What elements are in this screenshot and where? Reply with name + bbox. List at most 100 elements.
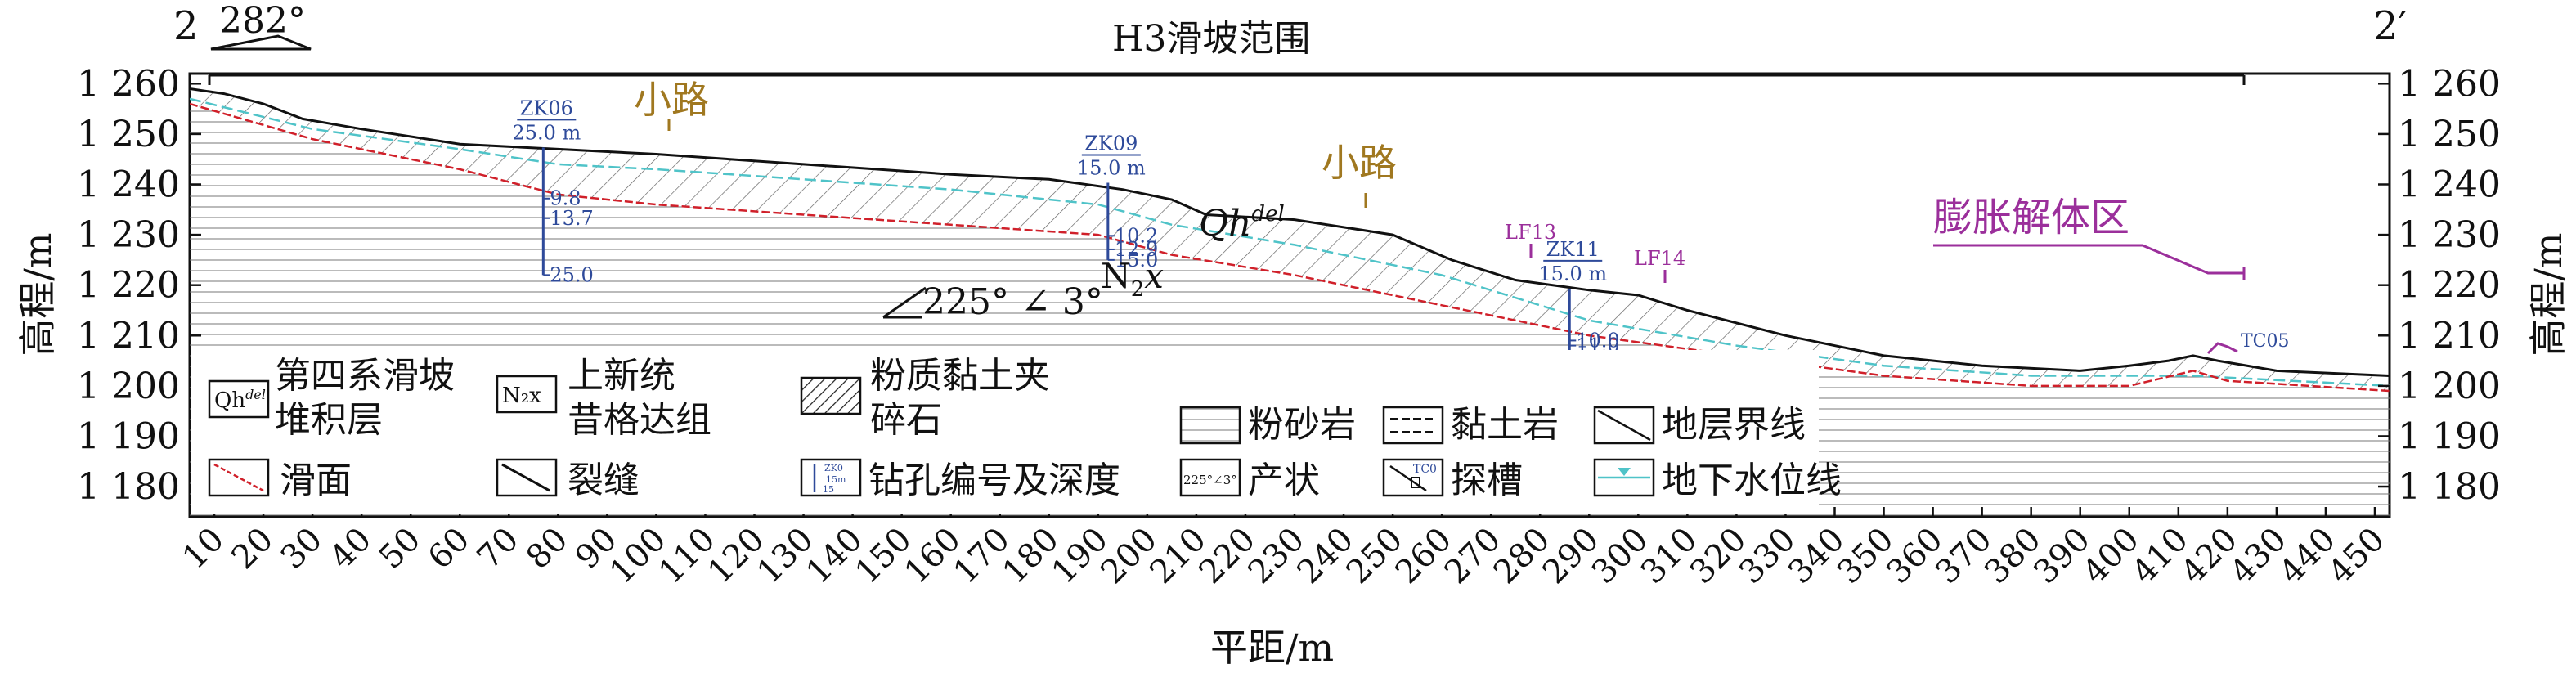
y-tick-label-l-6: 1 200	[77, 366, 180, 407]
legend-water-triangle-icon	[1618, 468, 1631, 476]
legend-water-label: 地下水位线	[1662, 460, 1842, 501]
legend-qh-swatch	[208, 379, 270, 419]
legend-siltstone-swatch	[1179, 406, 1241, 445]
legend-slip-label: 滑面	[280, 460, 352, 501]
borehole-depth-1-0: 10.2	[1115, 224, 1158, 247]
legend-fracture-label: 裂缝	[568, 460, 640, 501]
borehole-depth-2-0: 10.0	[1576, 329, 1619, 352]
legend-qh-line1: 第四系滑坡	[275, 355, 455, 397]
swelling-zone-leader	[1933, 244, 2244, 275]
legend-n2x-line1: 上新统	[568, 355, 675, 397]
range-label: H3滑坡范围	[1112, 18, 1310, 60]
road-label-2: 小路	[1322, 141, 1397, 185]
legend-trench-label: 探槽	[1451, 460, 1523, 501]
y-tick-label-l-4: 1 220	[77, 265, 180, 307]
x-tick-label-3: 40	[323, 521, 379, 577]
y-tick-label-l-0: 1 260	[77, 63, 180, 105]
legend-claystone-swatch	[1382, 406, 1444, 445]
legend-gravel-swatch	[800, 376, 862, 415]
legend-siltstone-label: 粉砂岩	[1248, 404, 1356, 446]
legend-boundary-line	[1597, 409, 1651, 442]
borehole-depth-1-1: 12.9	[1115, 238, 1158, 261]
y-tick-label-r-1: 1 250	[2398, 114, 2501, 155]
formation-n2x-label: N2x	[1101, 256, 1164, 302]
azimuth-label: 282°	[219, 0, 306, 42]
swelling-zone-label: 膨胀解体区	[1933, 195, 2129, 240]
legend: Qhdel 第四系滑坡 堆积层 N₂x 上新统 昔格达组 粉质黏土夹 碎石 粉砂…	[191, 350, 1842, 514]
tc05-trench-icon	[2206, 342, 2238, 355]
y-tick-label-l-5: 1 210	[77, 315, 180, 357]
y-tick-label-l-2: 1 240	[77, 164, 180, 206]
legend-attitude-icon: 225°∠3°	[1183, 473, 1237, 487]
y-tick-label-r-6: 1 200	[2398, 366, 2501, 407]
y-tick-label-r-0: 1 260	[2398, 63, 2501, 105]
legend-borehole-label: 钻孔编号及深度	[868, 460, 1120, 501]
legend-slip-swatch	[208, 458, 270, 497]
borehole-depth-1-2: 15.0	[1115, 249, 1158, 271]
legend-qh-symbol: Qhdel	[214, 387, 266, 413]
landslide-deposit-area	[190, 88, 2390, 391]
borehole-id-1: ZK09	[1084, 132, 1138, 155]
legend-attitude-swatch	[1179, 458, 1241, 497]
section-right-label: 2′	[2373, 3, 2407, 49]
legend-borehole-icon-id: ZK0	[824, 463, 843, 473]
road-label-1: 小路	[634, 78, 709, 122]
borehole-id-0: ZK06	[520, 96, 573, 119]
azimuth-arrow-icon	[210, 34, 312, 51]
x-tick-label-0: 10	[176, 521, 232, 577]
y-tick-label-l-8: 1 180	[77, 466, 180, 508]
borehole-id-2: ZK11	[1546, 238, 1600, 261]
water-table-line	[190, 97, 2390, 388]
legend-borehole-swatch	[800, 458, 862, 497]
x-tick-label-1: 20	[225, 521, 281, 577]
legend-background	[191, 350, 1819, 514]
x-tick-label-5: 60	[421, 521, 478, 577]
section-left-label: 2	[173, 3, 199, 49]
tc05-label: TC05	[2241, 331, 2290, 352]
borehole-total-1: 15.0 m	[1077, 157, 1146, 180]
y-tick-label-r-2: 1 240	[2398, 164, 2501, 206]
y-tick-label-r-8: 1 180	[2398, 466, 2501, 508]
x-tick-label-7: 80	[519, 521, 576, 577]
borehole-depth-0-0: 9.8	[550, 187, 581, 210]
legend-slip-line	[213, 463, 264, 492]
legend-gravel-line1: 粉质黏土夹	[870, 355, 1050, 397]
ground-surface-line	[190, 87, 2390, 377]
attitude-label: 225° ∠ 3°	[922, 281, 1103, 323]
legend-gravel-line2: 碎石	[870, 399, 942, 441]
legend-borehole-icon-depth: 15m	[826, 474, 846, 485]
borehole-total-0: 25.0 m	[512, 121, 581, 144]
y-tick-label-l-7: 1 190	[77, 415, 180, 457]
x-tick-label-6: 70	[470, 521, 527, 577]
legend-claystone-label: 黏土岩	[1451, 404, 1559, 446]
y-tick-label-l-3: 1 230	[77, 214, 180, 256]
legend-qh-line2: 堆积层	[275, 399, 383, 441]
legend-attitude-label: 产状	[1248, 460, 1320, 501]
y-tick-label-r-5: 1 210	[2398, 315, 2501, 357]
y-tick-label-r-3: 1 230	[2398, 214, 2501, 256]
legend-trench-icon: TC0	[1413, 463, 1437, 476]
x-tick-label-44: 450	[2322, 521, 2393, 592]
x-tick-label-2: 30	[274, 521, 330, 577]
legend-borehole-icon-num: 15	[823, 484, 834, 495]
legend-trench-box-icon	[1411, 477, 1420, 488]
y-tick-label-l-1: 1 250	[77, 114, 180, 155]
y-tick-label-r-7: 1 190	[2398, 415, 2501, 457]
legend-fracture-line	[501, 463, 550, 492]
x-tick-label-4: 50	[372, 521, 429, 577]
legend-n2x-symbol: N₂x	[502, 384, 541, 408]
lf14-label: LF14	[1634, 247, 1685, 270]
y-axis-title-right: 高程/m	[2526, 232, 2570, 356]
slip-surface-line	[190, 102, 2390, 393]
attitude-symbol-icon	[882, 286, 927, 319]
y-tick-label-r-4: 1 220	[2398, 265, 2501, 307]
borehole-depth-0-2: 25.0	[550, 263, 593, 286]
legend-n2x-line2: 昔格达组	[568, 399, 711, 441]
legend-n2x-swatch	[496, 375, 558, 414]
legend-trench-swatch	[1382, 458, 1444, 497]
legend-boundary-label: 地层界线	[1662, 404, 1806, 446]
